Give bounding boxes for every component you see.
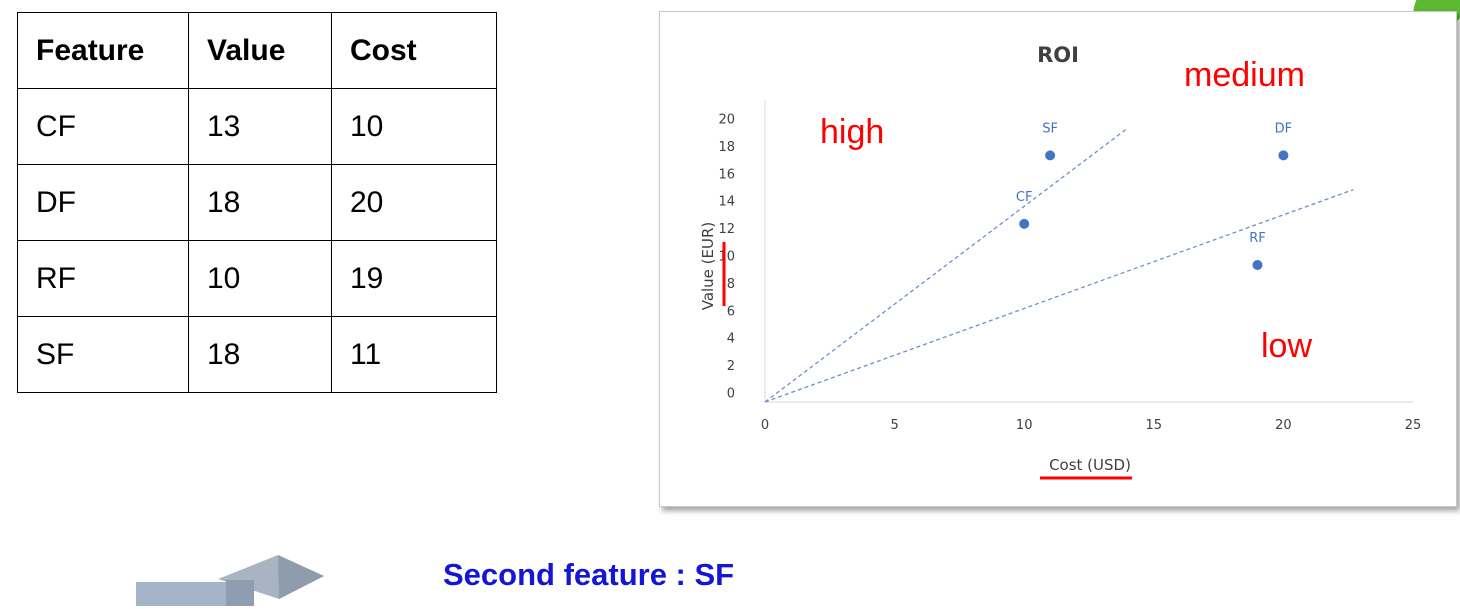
zone-label: high	[820, 113, 884, 151]
y-tick-label: 8	[727, 277, 735, 292]
y-tick-label: 16	[718, 167, 735, 182]
point-label: SF	[1042, 121, 1058, 136]
point-label: RF	[1249, 231, 1266, 246]
trendline	[764, 189, 1354, 403]
y-tick-label: 6	[727, 304, 735, 319]
data-point	[1278, 150, 1289, 161]
column-header-value: Value	[188, 12, 332, 89]
point-label: DF	[1275, 121, 1293, 136]
column-header-cost: Cost	[331, 12, 497, 89]
x-tick-label: 10	[1016, 418, 1033, 433]
y-axis-label: Value (EUR)	[699, 222, 717, 311]
cell-cost: 11	[331, 316, 497, 393]
x-tick-label: 5	[890, 418, 898, 433]
y-tick-label: 18	[718, 140, 735, 155]
cell-value: 18	[188, 164, 332, 241]
cell-cost: 19	[331, 240, 497, 317]
cell-value: 13	[188, 88, 332, 165]
feature-table: Feature Value Cost CF 13 10 DF 18 20 RF …	[17, 12, 497, 393]
y-tick-label: 12	[718, 222, 735, 237]
cell-cost: 10	[331, 88, 497, 165]
data-point	[1252, 260, 1263, 270]
roi-chart: 0 2 4 6 8 10 12 14 16 18 20 0 5 10 15 20 25 SF DF CF RF ROI Co…	[659, 11, 1457, 507]
y-tick-label: 10	[718, 250, 735, 265]
y-tick-label: 0	[727, 387, 735, 402]
y-tick-label: 4	[727, 332, 735, 347]
y-tick-label: 20	[718, 113, 735, 128]
table-row: CF 13 10	[17, 88, 497, 165]
cell-cost: 20	[331, 164, 497, 241]
y-tick-label: 14	[718, 195, 735, 210]
x-tick-label: 0	[761, 418, 769, 433]
x-tick-label: 15	[1146, 418, 1163, 433]
x-axis-label: Cost (USD)	[1049, 456, 1131, 474]
table-row: RF 10 19	[17, 240, 497, 317]
cell-value: 18	[188, 316, 332, 393]
conclusion-text: Second feature : SF	[443, 557, 735, 592]
chart-title: ROI	[1037, 43, 1079, 67]
zone-label: low	[1261, 327, 1312, 365]
cell-feature: SF	[17, 316, 189, 393]
roi-chart-svg: 0 2 4 6 8 10 12 14 16 18 20 0 5 10 15 20 25 SF DF CF RF ROI Co…	[699, 43, 1422, 480]
data-point	[1019, 218, 1030, 229]
table-header-row: Feature Value Cost	[17, 12, 497, 89]
table-row: DF 18 20	[17, 164, 497, 241]
zone-label: medium	[1184, 56, 1305, 94]
column-header-feature: Feature	[17, 12, 189, 89]
x-tick-label: 25	[1405, 418, 1422, 433]
x-tick-label: 20	[1275, 418, 1292, 433]
y-tick-label: 2	[727, 359, 735, 374]
point-label: CF	[1016, 190, 1033, 205]
table-row: SF 18 11	[17, 316, 497, 393]
arrow-icon	[136, 555, 324, 606]
cell-feature: DF	[17, 164, 189, 241]
cell-value: 10	[188, 240, 332, 317]
cell-feature: RF	[17, 240, 189, 317]
data-point	[1045, 150, 1056, 161]
cell-feature: CF	[17, 88, 189, 165]
trendline	[764, 127, 1129, 403]
